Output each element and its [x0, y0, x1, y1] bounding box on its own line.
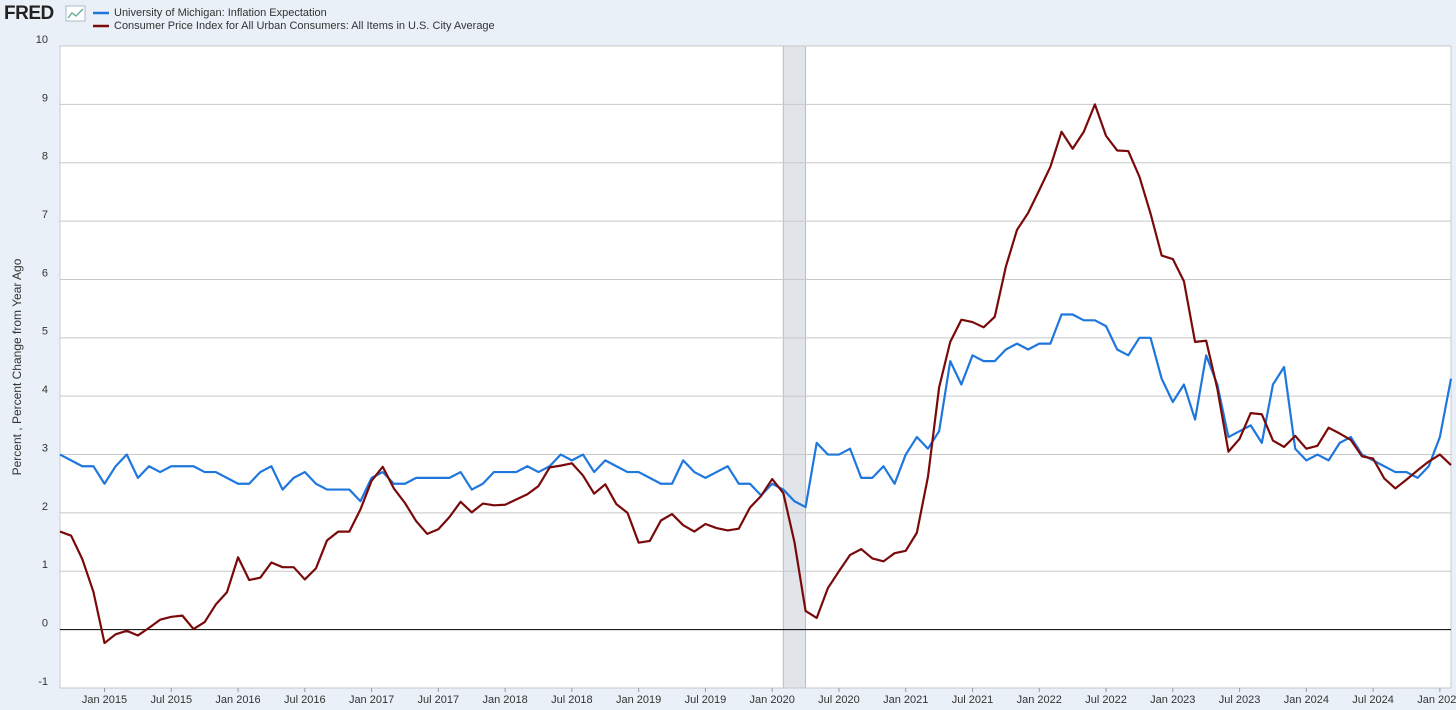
y-tick-label: 9 [42, 92, 48, 104]
y-axis-label: Percent , Percent Change from Year Ago [10, 258, 24, 475]
y-tick-label: 2 [42, 501, 48, 513]
x-tick-label: Jul 2020 [818, 694, 860, 706]
x-tick-label: Jan 2021 [883, 694, 928, 706]
y-tick-label: 1 [42, 559, 48, 571]
x-tick-label: Jan 2019 [616, 694, 661, 706]
x-tick-label: Jul 2015 [150, 694, 192, 706]
y-tick-label: 6 [42, 267, 48, 279]
x-tick-label: Jan 2020 [750, 694, 795, 706]
x-tick-label: Jan 2023 [1150, 694, 1195, 706]
x-tick-label: Jan 2025 [1417, 694, 1456, 706]
y-tick-label: 10 [36, 34, 48, 46]
y-tick-label: 0 [42, 618, 48, 630]
x-tick-label: Jul 2017 [418, 694, 460, 706]
x-tick-label: Jan 2018 [482, 694, 527, 706]
y-tick-label: 3 [42, 442, 48, 454]
plot-area [59, 45, 1452, 689]
y-tick-label: 4 [42, 384, 48, 396]
y-tick-label: 8 [42, 151, 48, 163]
x-tick-label: Jan 2024 [1284, 694, 1329, 706]
x-tick-label: Jan 2017 [349, 694, 394, 706]
logo-icon [65, 5, 86, 22]
x-tick-label: Jan 2015 [82, 694, 127, 706]
x-tick-label: Jul 2018 [551, 694, 593, 706]
x-tick-label: Jul 2021 [952, 694, 994, 706]
x-tick-label: Jul 2023 [1219, 694, 1261, 706]
y-tick-label: 7 [42, 209, 48, 221]
legend-label: Consumer Price Index for All Urban Consu… [114, 20, 495, 32]
x-tick-label: Jul 2019 [685, 694, 727, 706]
y-tick-label: -1 [38, 676, 48, 688]
series-line [59, 103, 1452, 645]
x-tick-label: Jan 2022 [1017, 694, 1062, 706]
logo: FRED [4, 3, 54, 24]
x-tick-label: Jul 2024 [1352, 694, 1394, 706]
legend-label: University of Michigan: Inflation Expect… [114, 7, 327, 19]
x-tick-label: Jan 2016 [215, 694, 260, 706]
x-tick-label: Jul 2016 [284, 694, 326, 706]
y-tick-label: 5 [42, 326, 48, 338]
x-tick-label: Jul 2022 [1085, 694, 1127, 706]
